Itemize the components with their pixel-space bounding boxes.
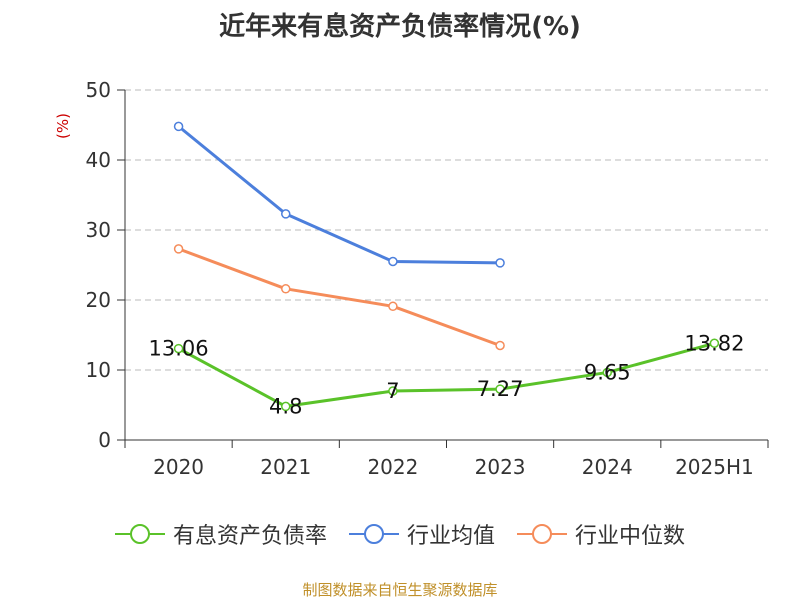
data-point — [173, 244, 184, 254]
legend-label: 有息资产负债率 — [172, 524, 327, 549]
series-lines — [173, 121, 720, 412]
data-label: 9.65 — [584, 360, 631, 384]
y-tick-label: 30 — [86, 218, 111, 242]
data-point — [173, 121, 184, 132]
y-tick-label: 40 — [86, 148, 111, 172]
data-point — [709, 338, 720, 349]
legend-line-icon — [517, 524, 567, 544]
gridlines — [125, 89, 768, 371]
y-tick-label: 50 — [86, 78, 111, 102]
legend: 有息资产负债率 行业均值 行业中位数 — [0, 518, 800, 550]
data-label: 13.06 — [149, 337, 209, 361]
series-line — [177, 125, 501, 265]
x-tick-label: 2025H1 — [675, 455, 754, 479]
legend-label: 行业中位数 — [575, 524, 686, 549]
data-label: 4.8 — [269, 394, 302, 418]
legend-item-industry-mean[interactable]: 行业均值 — [348, 518, 495, 550]
data-point — [495, 258, 505, 268]
legend-item-industry-median[interactable]: 行业中位数 — [517, 518, 685, 550]
legend-line-icon — [348, 524, 399, 544]
legend-label: 行业均值 — [406, 524, 495, 549]
data-point — [281, 284, 291, 294]
y-tick-label: 0 — [98, 428, 111, 452]
data-point — [388, 256, 398, 267]
x-tick-label: 2024 — [582, 455, 633, 479]
data-point — [173, 343, 184, 354]
data-point — [281, 209, 291, 219]
data-point — [388, 301, 398, 312]
legend-item-interest-debt-ratio[interactable]: 有息资产负债率 — [114, 518, 327, 550]
y-tick-label: 20 — [86, 288, 111, 312]
data-point — [602, 367, 612, 378]
x-tick-label: 2021 — [260, 455, 311, 479]
data-point — [281, 401, 291, 412]
data-labels: 13.06 4.8 7 7.27 9.65 13.82 — [149, 331, 745, 418]
data-label: 13.82 — [684, 331, 744, 355]
y-tick-label: 10 — [86, 358, 111, 382]
axes: 0 10 20 30 40 50 2020 2021 2022 2023 2024 2025H1 — [86, 78, 769, 479]
series-line — [178, 247, 501, 347]
data-label: 7.27 — [477, 377, 524, 401]
data-point — [388, 386, 398, 396]
legend-line-icon — [114, 524, 165, 544]
x-tick-label: 2020 — [153, 455, 204, 479]
x-tick-label: 2022 — [367, 455, 418, 479]
source-note: 制图数据来自恒生聚源数据库 — [302, 581, 498, 599]
series-line — [177, 341, 715, 408]
y-axis-unit-label: (%) — [54, 113, 72, 139]
data-point — [495, 384, 505, 394]
data-label: 7 — [386, 379, 399, 403]
x-tick-label: 2023 — [475, 455, 526, 479]
data-point — [495, 340, 505, 351]
chart-title: 近年来有息资产负债率情况(%) — [219, 12, 581, 42]
